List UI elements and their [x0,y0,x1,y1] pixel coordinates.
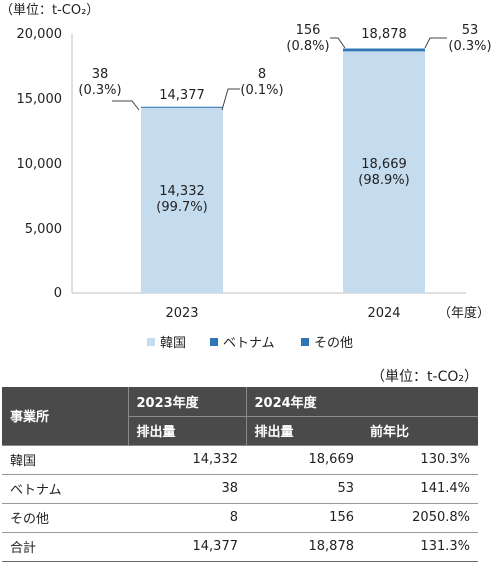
leader-line [221,88,240,111]
leader-line [424,37,447,49]
y-tick-label: 15,000 [17,92,63,107]
cell-yoy: 130.3% [362,445,478,475]
cell-yoy: 131.3% [362,532,478,562]
legend-swatch-vietnam [210,338,218,346]
total-label: 14,377 [159,88,205,103]
data-label-vietnam-2023: 38 (0.3%) [78,67,121,98]
column-header-yoy: 前年比 [362,416,478,446]
x-tick-label: 2024 [367,306,400,321]
bar-other-2023 [141,106,223,108]
table-row: 合計 14,377 18,878 131.3% [2,532,478,562]
leader-line [330,37,346,49]
row-label: 韓国 [2,445,128,475]
data-label-line: 14,332 [159,184,205,199]
row-label: その他 [2,503,128,533]
column-header-2023: 2023年度 [127,387,246,417]
data-label-line: (0.3%) [78,83,121,98]
cell-2024: 18,878 [246,532,362,562]
data-label-line: (0.3%) [448,39,491,54]
data-label-line: 38 [92,67,109,82]
cell-yoy: 2050.8% [362,503,478,533]
data-label-line: (98.9%) [358,173,409,188]
bar-korea-2024 [343,51,425,293]
data-label-line: 18,669 [361,157,407,172]
column-header-emissions-2024: 排出量 [245,416,362,446]
table-header-row: 事業所 2023年度 2024年度 [2,387,478,446]
chart-unit-label: （単位：t-CO₂） [0,2,99,18]
legend-swatch-korea [147,338,155,346]
y-tick-label: 10,000 [17,157,63,172]
bar-korea-2023 [141,107,223,293]
data-label-line: (0.8%) [286,39,329,54]
y-tick-label: 5,000 [25,222,62,237]
data-label-line: 156 [296,23,321,38]
column-header-site: 事業所 [2,387,128,446]
bars-group [141,48,425,293]
data-label-other-2024: 156 (0.8%) [286,23,329,54]
data-label-line: 53 [462,23,479,38]
cell-2023: 14,377 [128,532,246,562]
data-label-line: 8 [258,67,266,82]
legend: 韓国 ベトナム その他 [147,336,353,351]
table-subheader-row: 排出量 排出量 前年比 [2,416,478,446]
data-label-line: (99.7%) [156,200,207,215]
data-label-line: (0.1%) [240,83,283,98]
legend-label-other: その他 [314,336,353,351]
y-tick-label: 20,000 [17,27,63,42]
bar-other-2024 [343,48,425,51]
legend-swatch-other [301,338,309,346]
cell-2024: 156 [246,503,362,533]
column-header-emissions-2023: 排出量 [127,416,246,446]
column-header-2024: 2024年度 [245,387,478,417]
y-tick-label: 0 [54,286,62,301]
table-row: ベトナム 38 53 141.4% [2,474,478,504]
x-tick-label: 2023 [165,306,198,321]
emissions-table: 事業所 2023年度 2024年度 排出量 排出量 前年比 韓国 14,332 … [2,387,478,562]
total-label: 18,878 [361,27,407,42]
cell-2023: 38 [128,474,246,504]
table-row: その他 8 156 2050.8% [2,503,478,533]
data-label-korea-2024: 18,669 (98.9%) [358,157,409,188]
leader-line [112,100,140,111]
cell-2023: 8 [128,503,246,533]
table-unit-label: （単位：t-CO₂） [371,369,478,385]
cell-2024: 53 [246,474,362,504]
cell-yoy: 141.4% [362,474,478,504]
leader-lines [112,37,447,111]
bar-vietnam-2024 [343,50,425,52]
data-label-vietnam-2024: 53 (0.3%) [448,23,491,54]
row-label: ベトナム [2,474,128,504]
legend-label-korea: 韓国 [160,336,186,351]
cell-2023: 14,332 [128,445,246,475]
data-label-korea-2023: 14,332 (99.7%) [156,184,207,215]
table-row: 韓国 14,332 18,669 130.3% [2,445,478,475]
cell-2024: 18,669 [246,445,362,475]
data-label-other-2023: 8 (0.1%) [240,67,283,98]
legend-label-vietnam: ベトナム [223,336,275,351]
x-axis-title: （年度） [438,305,490,321]
row-label: 合計 [2,532,128,562]
stacked-bar-chart: （単位：t-CO₂） （年度） 20,000 15,000 10,000 5,0… [0,2,492,351]
